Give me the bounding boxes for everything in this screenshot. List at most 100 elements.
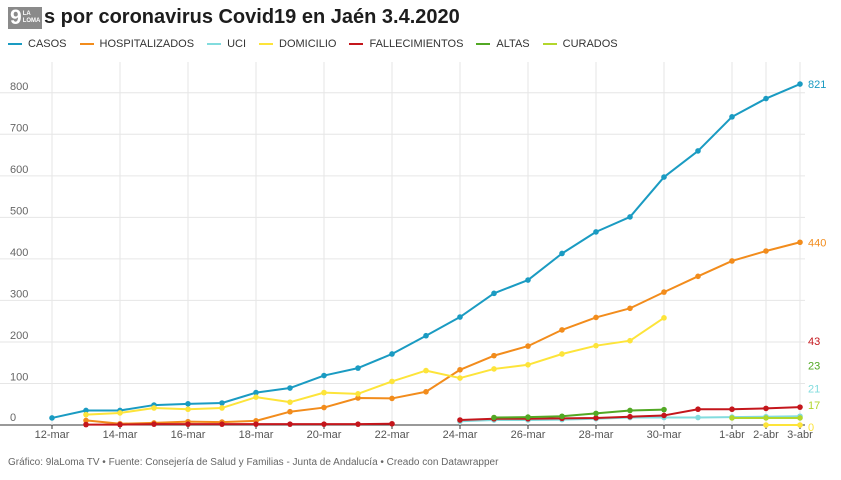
series-line-fallecimientos <box>86 422 393 426</box>
data-point-casos <box>593 229 599 235</box>
x-tick-label: 20-mar <box>307 429 342 441</box>
data-point-casos <box>185 401 191 407</box>
legend-item-curados: CURADOS <box>542 38 618 50</box>
data-point-hospitalizados <box>389 395 395 402</box>
data-point-casos <box>253 389 259 396</box>
data-point-casos <box>219 400 225 406</box>
data-point-domicilio <box>185 406 191 413</box>
data-point-casos <box>525 277 531 283</box>
legend-item-casos: CASOS <box>8 38 67 50</box>
data-point-domicilio <box>525 361 531 368</box>
data-point-hospitalizados <box>457 366 463 373</box>
data-point-fallecimientos <box>457 417 463 423</box>
end-label-altas: 23 <box>808 361 820 373</box>
series-line-hospitalizados <box>85 241 801 425</box>
data-point-casos <box>661 174 667 180</box>
data-point-domicilio <box>219 405 225 411</box>
data-point-casos <box>763 95 769 102</box>
legend-item-uci: UCI <box>207 38 246 50</box>
legend-swatch <box>259 43 274 45</box>
data-point-fallecimientos <box>253 421 259 427</box>
y-tick-label: 600 <box>10 164 28 176</box>
data-point-curados <box>729 415 735 421</box>
data-point-domicilio <box>457 375 463 381</box>
data-point-casos <box>83 407 89 414</box>
data-point-casos <box>423 332 429 339</box>
chart-title: s por coronavirus Covid19 en Jaén 3.4.20… <box>44 6 460 28</box>
data-point-hospitalizados <box>763 248 769 254</box>
data-point-hospitalizados <box>83 417 89 424</box>
data-point-casos <box>695 148 701 154</box>
data-point-hospitalizados <box>797 239 803 246</box>
data-point-domicilio <box>355 391 361 397</box>
y-tick-label: 400 <box>10 247 28 259</box>
x-tick-label: 24-mar <box>443 429 478 441</box>
data-point-fallecimientos <box>389 420 395 427</box>
data-point-hospitalizados <box>423 388 429 395</box>
data-point-hospitalizados <box>695 273 701 280</box>
data-point-domicilio <box>627 337 633 344</box>
data-point-altas <box>661 406 667 413</box>
data-point-hospitalizados <box>287 408 293 415</box>
data-point-fallecimientos <box>185 421 191 427</box>
legend-swatch <box>542 43 557 45</box>
data-point-casos <box>491 290 497 297</box>
end-label-hospitalizados: 440 <box>808 237 826 249</box>
data-point-domicilio <box>83 411 89 418</box>
data-point-hospitalizados <box>729 258 735 264</box>
logo-number: 9 <box>10 6 22 29</box>
x-tick-label: 26-mar <box>511 429 546 441</box>
data-point-domicilio <box>253 394 259 400</box>
data-point-casos <box>559 250 565 257</box>
legend-swatch <box>349 43 364 45</box>
data-point-fallecimientos <box>321 421 327 427</box>
data-point-fallecimientos <box>729 406 735 413</box>
chart-footer: Gráfico: 9laLoma TV • Fuente: Consejería… <box>8 457 499 468</box>
x-tick-label: 18-mar <box>239 429 274 441</box>
data-point-uci <box>695 414 701 421</box>
data-point-domicilio <box>763 422 769 428</box>
y-tick-label: 700 <box>10 122 28 134</box>
data-point-domicilio <box>151 405 157 411</box>
data-point-domicilio <box>287 399 293 405</box>
end-label-fallecimientos: 43 <box>808 336 820 348</box>
legend-label: FALLECIMIENTOS <box>369 38 464 50</box>
data-point-altas <box>559 413 565 420</box>
data-point-fallecimientos <box>695 406 701 413</box>
x-tick-label: 14-mar <box>103 429 138 441</box>
data-point-casos <box>287 385 293 391</box>
y-tick-label: 800 <box>10 81 28 93</box>
data-point-casos <box>627 214 633 220</box>
data-point-domicilio <box>491 366 497 372</box>
data-point-fallecimientos <box>763 405 769 412</box>
y-tick-label: 100 <box>10 371 28 383</box>
y-tick-label: 500 <box>10 205 28 217</box>
chart-legend: CASOS HOSPITALIZADOS UCI DOMICILIO FALLECIMI… <box>8 38 631 50</box>
end-label-uci: 21 <box>808 383 820 395</box>
data-point-domicilio <box>661 315 667 321</box>
data-point-casos <box>729 114 735 120</box>
data-point-casos <box>797 81 803 87</box>
data-point-hospitalizados <box>627 305 633 312</box>
data-point-fallecimientos <box>355 421 361 427</box>
legend-label: DOMICILIO <box>279 38 337 50</box>
data-point-casos <box>321 372 327 379</box>
data-point-hospitalizados <box>355 395 361 401</box>
legend-label: HOSPITALIZADOS <box>99 38 195 50</box>
data-point-hospitalizados <box>661 289 667 295</box>
data-point-domicilio <box>797 422 803 428</box>
logo-word: LA LOMA <box>23 11 41 25</box>
logo: 9 LA LOMA <box>8 7 42 29</box>
data-point-fallecimientos <box>83 421 89 428</box>
data-point-fallecimientos <box>117 421 123 428</box>
x-tick-label: 1-abr <box>719 429 745 441</box>
legend-label: CASOS <box>28 38 67 50</box>
data-point-hospitalizados <box>593 314 599 321</box>
y-tick-label: 200 <box>10 330 28 342</box>
end-label-casos: 821 <box>808 79 826 91</box>
logo-word-line-2: LOMA <box>22 18 41 24</box>
data-point-fallecimientos <box>661 412 667 419</box>
legend-swatch <box>207 43 222 45</box>
legend-label: ALTAS <box>496 38 530 50</box>
